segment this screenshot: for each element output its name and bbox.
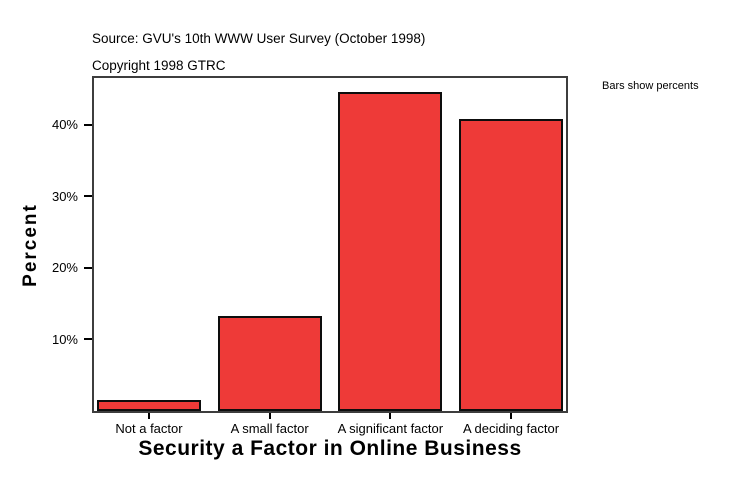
plot-area: 10% 20% 30% 40% Not a factor A small factor A … — [52, 76, 568, 436]
y-tick-label: 20% — [51, 260, 78, 276]
bar-a-small-factor — [217, 316, 322, 411]
copyright-text: Copyright 1998 GTRC — [92, 58, 226, 73]
y-tick — [84, 195, 92, 198]
x-tick — [510, 413, 512, 419]
bar-a-deciding-factor — [459, 118, 563, 411]
x-tick — [148, 413, 150, 419]
chart-title: Security a Factor in Online Business — [138, 437, 522, 460]
bar-a-significant-factor — [338, 92, 443, 411]
y-tick — [84, 266, 92, 269]
y-axis-title: Percent — [20, 203, 41, 287]
x-category-label: Not a factor — [115, 421, 183, 436]
y-tick-label: 10% — [51, 331, 78, 347]
y-tick — [84, 338, 92, 341]
bar-not-a-factor — [97, 400, 201, 411]
x-category-label: A significant factor — [337, 421, 444, 436]
x-category-label: A deciding factor — [462, 421, 560, 436]
y-tick-label: 30% — [51, 188, 78, 204]
x-tick — [389, 413, 392, 419]
x-tick — [268, 413, 271, 419]
x-category-label: A small factor — [230, 421, 309, 436]
y-tick — [84, 123, 92, 126]
bars-show-percents-note: Bars show percents — [602, 80, 699, 92]
source-text: Source: GVU's 10th WWW User Survey (Octo… — [92, 31, 426, 46]
y-tick-label: 40% — [51, 117, 78, 133]
